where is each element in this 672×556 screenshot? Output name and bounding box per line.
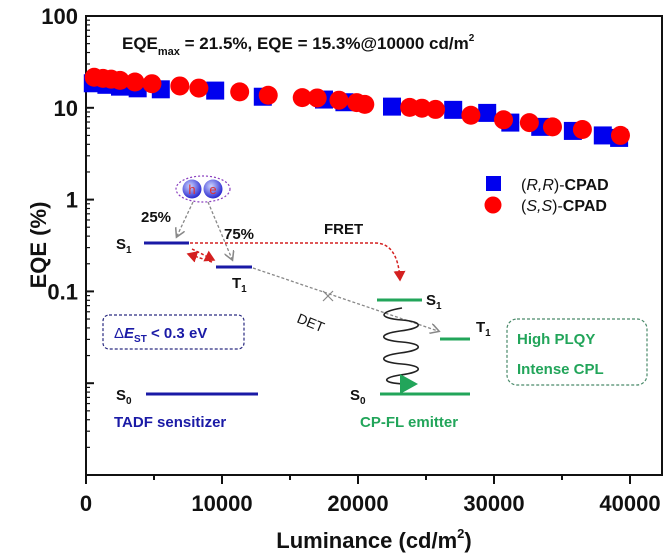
x-tick-label: 0 <box>80 491 92 516</box>
data-point-circle <box>519 113 539 133</box>
fl-emitter-label: CP-FL emitter <box>360 414 458 431</box>
hole-label: h <box>188 182 195 197</box>
exciton-outline <box>175 175 231 203</box>
legend-label-ss: (S,S)-CPAD <box>521 198 607 215</box>
y-axis-title: EQE (%) <box>26 202 51 289</box>
fluorescence-emission-icon <box>382 307 420 385</box>
isc-arrow <box>191 248 216 262</box>
y-tick-label: 100 <box>41 4 78 29</box>
y-tick-labels: 100 10 1 0.1 <box>41 4 78 304</box>
plqy-box <box>506 318 648 386</box>
data-point-circle <box>355 94 375 114</box>
legend-marker-ss <box>484 196 502 214</box>
delta-est-label: ΔEST < 0.3 eV <box>114 325 207 345</box>
fl-t1-label: T1 <box>476 319 491 339</box>
data-point-circle <box>610 125 630 145</box>
y-tick-label: 0.1 <box>47 279 78 304</box>
risc-arrow <box>186 251 213 263</box>
plot-frame <box>85 15 663 476</box>
electron-label: e <box>209 182 216 197</box>
x-tick-label: 40000 <box>599 491 660 516</box>
chart-title: EQEmax = 21.5%, EQE = 15.3%@10000 cd/m2 <box>122 33 475 58</box>
triplet-percent: 75% <box>224 226 254 243</box>
data-point-circle <box>329 90 349 110</box>
singlet-generation-arrow <box>177 201 194 236</box>
data-point-circle <box>170 76 190 96</box>
cpl-label: Intense CPL <box>517 361 604 378</box>
data-point-circle <box>494 110 514 130</box>
data-point-circle <box>142 74 162 94</box>
energy-diagram: h e 25% 75% S1 T1 S0 TADF sensitizer ΔES… <box>102 175 648 431</box>
tadf-s0-label: S0 <box>116 387 132 407</box>
data-point-circle <box>189 78 209 98</box>
data-point-circle <box>292 88 312 108</box>
legend: (R,R)-CPAD (S,S)-CPAD <box>484 176 609 215</box>
series-ss-cpad <box>84 67 630 145</box>
y-tick-label: 1 <box>66 188 78 213</box>
data-point-square <box>383 97 401 116</box>
data-point-circle <box>572 120 592 140</box>
det-blocked-icon <box>322 290 334 302</box>
x-axis-title: Luminance (cd/m2) <box>276 526 471 553</box>
fl-s0-label: S0 <box>350 387 366 407</box>
triplet-generation-arrow <box>207 201 232 259</box>
data-point-square <box>206 81 225 100</box>
x-tick-labels: 0 10000 20000 30000 40000 <box>80 491 661 516</box>
data-point-square <box>444 100 463 119</box>
fret-label: FRET <box>324 221 363 238</box>
x-tick-label: 30000 <box>463 491 524 516</box>
data-point-circle <box>110 70 130 90</box>
data-point-square <box>478 103 497 122</box>
data-point-circle <box>412 98 432 118</box>
tadf-t1-label: T1 <box>232 275 247 295</box>
singlet-percent: 25% <box>141 209 171 226</box>
legend-marker-rr <box>486 176 501 191</box>
data-point-circle <box>125 72 145 92</box>
data-point-circle <box>230 82 250 102</box>
fl-s1-label: S1 <box>426 292 442 312</box>
electron-icon <box>203 179 223 199</box>
legend-label-rr: (R,R)-CPAD <box>521 177 609 194</box>
data-point-circle <box>542 117 562 137</box>
det-label: DET <box>295 310 327 335</box>
tadf-s1-label: S1 <box>116 236 132 256</box>
x-tick-label: 10000 <box>191 491 252 516</box>
data-point-circle <box>258 85 278 105</box>
hole-icon <box>182 179 202 199</box>
tadf-sensitizer-label: TADF sensitizer <box>114 414 226 431</box>
x-axis-ticks <box>85 475 631 484</box>
fret-arrow <box>190 242 406 282</box>
y-tick-label: 10 <box>54 96 78 121</box>
x-tick-label: 20000 <box>327 491 388 516</box>
data-point-square <box>593 126 612 145</box>
data-point-circle <box>426 99 446 119</box>
plqy-label: High PLQY <box>517 331 595 348</box>
data-point-circle <box>307 88 327 108</box>
data-point-circle <box>461 105 481 125</box>
